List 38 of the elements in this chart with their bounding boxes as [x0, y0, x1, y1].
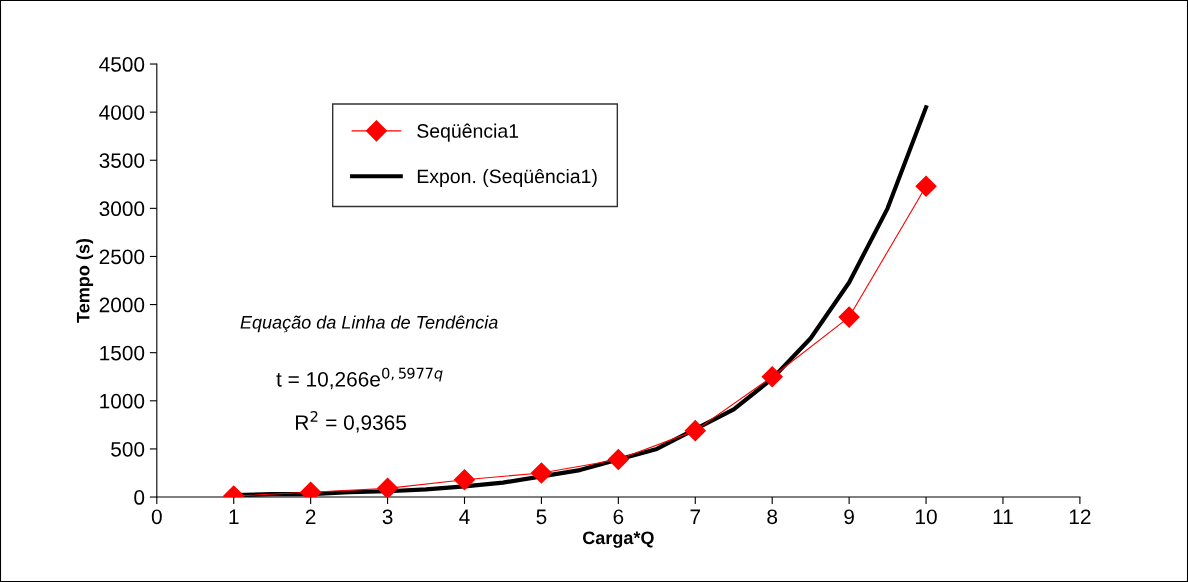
annotation: t = 10,266e$^{0,5977q}$	[276, 367, 443, 390]
x-tick-label: 1	[229, 509, 239, 524]
point	[377, 477, 399, 498]
x-tick-label: 4	[459, 509, 470, 524]
y-tick-label: 1500	[100, 345, 145, 361]
x-tick-label: 7	[690, 509, 701, 524]
x-tick-label: 9	[844, 509, 854, 525]
x-tick-label: 2	[305, 509, 316, 524]
legend-label: Expon. (Seqüência1)	[417, 168, 597, 188]
point	[761, 366, 783, 388]
y-tick-label: 500	[111, 441, 145, 457]
legend-label: Seqüência1	[417, 123, 519, 142]
y-tick-label: 2500	[99, 249, 145, 265]
point	[915, 175, 937, 197]
y-tick-label: 1000	[100, 393, 145, 409]
y-tick-label: 0	[134, 490, 145, 505]
y-tick-label: 3500	[99, 153, 145, 168]
point	[607, 448, 629, 471]
y-axis-title: Tempo (s)	[76, 238, 94, 323]
point	[530, 462, 552, 484]
y-tick-label: 4000	[99, 105, 145, 120]
y-tick-label: 2000	[99, 297, 145, 313]
point	[684, 420, 706, 442]
y-tick-label: 4500	[99, 57, 145, 72]
point	[838, 306, 860, 328]
x-tick-label: 11	[993, 509, 1013, 524]
x-tick-label: 6	[613, 509, 624, 525]
x-tick-label: 3	[382, 509, 393, 525]
x-tick-label: 8	[767, 509, 778, 525]
x-tick-label: 10	[916, 509, 937, 525]
x-axis-title: Carga*Q	[582, 531, 654, 548]
x-tick-label: 0	[151, 509, 162, 525]
point	[453, 469, 476, 491]
annotation: R$^{2}$ = 0,9365	[296, 410, 406, 433]
x-tick-label: 12	[1069, 509, 1091, 524]
x-tick-label: 5	[536, 509, 547, 525]
annotation: Equação da Linha de Tendência	[240, 315, 498, 333]
y-tick-label: 3000	[99, 201, 145, 217]
